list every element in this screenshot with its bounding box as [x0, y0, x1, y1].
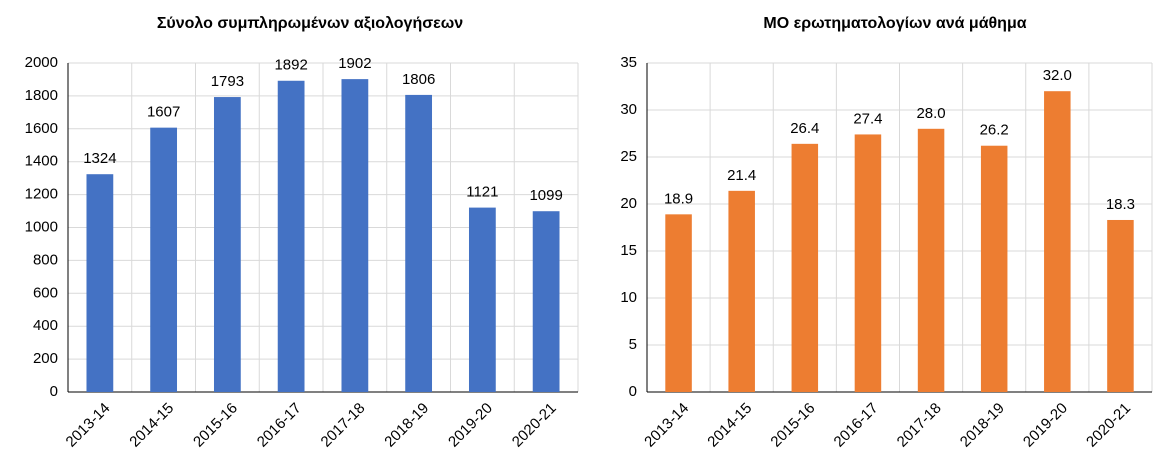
bar	[728, 190, 755, 392]
bar	[277, 80, 305, 393]
y-tick-label: 600	[33, 284, 58, 301]
x-tick-label: 2019-20	[1020, 400, 1071, 451]
bar	[341, 79, 369, 392]
bar	[468, 207, 496, 392]
y-tick-label: 15	[620, 242, 637, 259]
y-tick-label: 2000	[25, 54, 58, 71]
x-tick-label: 2020-21	[509, 400, 560, 451]
y-tick-label: 1400	[25, 153, 58, 170]
data-label: 26.4	[790, 120, 819, 137]
x-tick-label: 2013-14	[63, 400, 114, 451]
y-tick-label: 35	[620, 54, 637, 71]
x-tick-label: 2016-17	[831, 400, 882, 451]
data-label: 18.3	[1106, 196, 1135, 213]
x-tick-label: 2014-15	[704, 400, 755, 451]
data-label: 18.9	[664, 190, 693, 207]
bar	[791, 143, 819, 392]
data-label: 26.2	[980, 122, 1009, 139]
x-tick-label: 2016-17	[254, 400, 305, 451]
x-tick-label: 2015-16	[190, 400, 241, 451]
y-tick-label: 0	[629, 383, 637, 400]
data-label: 21.4	[727, 167, 756, 184]
x-tick-label: 2013-14	[641, 400, 692, 451]
data-label: 1793	[211, 73, 244, 90]
bar	[86, 174, 114, 392]
data-label: 1607	[147, 104, 180, 121]
y-tick-label: 400	[33, 317, 58, 334]
data-label: 1324	[83, 150, 116, 167]
bar	[917, 128, 945, 393]
data-label: 1892	[274, 57, 307, 74]
y-tick-label: 1600	[25, 120, 58, 137]
x-tick-label: 2017-18	[894, 400, 945, 451]
y-tick-label: 20	[620, 195, 637, 212]
chart-title: ΜΟ ερωτηματολογίων ανά μάθημα	[763, 15, 1026, 32]
y-tick-label: 10	[620, 289, 637, 306]
bar	[213, 97, 241, 392]
data-label: 1099	[529, 187, 562, 204]
x-tick-label: 2019-20	[445, 400, 496, 451]
data-label: 28.0	[916, 105, 945, 122]
data-label: 27.4	[853, 110, 882, 127]
y-tick-label: 25	[620, 148, 637, 165]
bar	[405, 94, 433, 393]
y-tick-label: 0	[50, 383, 58, 400]
chart-title: Σύνολο συμπληρωμένων αξιολογήσεων	[157, 15, 463, 32]
bar	[1107, 219, 1134, 392]
data-label: 1121	[466, 184, 498, 201]
x-tick-label: 2015-16	[767, 400, 818, 451]
x-tick-label: 2014-15	[126, 400, 177, 451]
y-tick-label: 1000	[25, 218, 58, 235]
y-tick-label: 1200	[25, 186, 58, 203]
y-tick-label: 1800	[25, 87, 58, 104]
y-tick-label: 30	[620, 101, 637, 118]
y-tick-label: 800	[33, 251, 58, 268]
data-label: 1806	[402, 71, 435, 88]
y-tick-label: 5	[629, 336, 637, 353]
data-label: 32.0	[1043, 67, 1072, 84]
bar	[150, 127, 178, 392]
bar	[854, 134, 882, 392]
x-tick-label: 2020-21	[1083, 400, 1134, 451]
x-tick-label: 2017-18	[318, 400, 369, 451]
bar	[532, 211, 560, 392]
y-tick-label: 200	[33, 350, 58, 367]
data-label: 1902	[338, 55, 371, 72]
x-tick-label: 2018-19	[957, 400, 1008, 451]
bar	[1044, 91, 1071, 392]
x-tick-label: 2018-19	[381, 400, 432, 451]
bar	[665, 214, 692, 392]
bar	[980, 145, 1008, 392]
